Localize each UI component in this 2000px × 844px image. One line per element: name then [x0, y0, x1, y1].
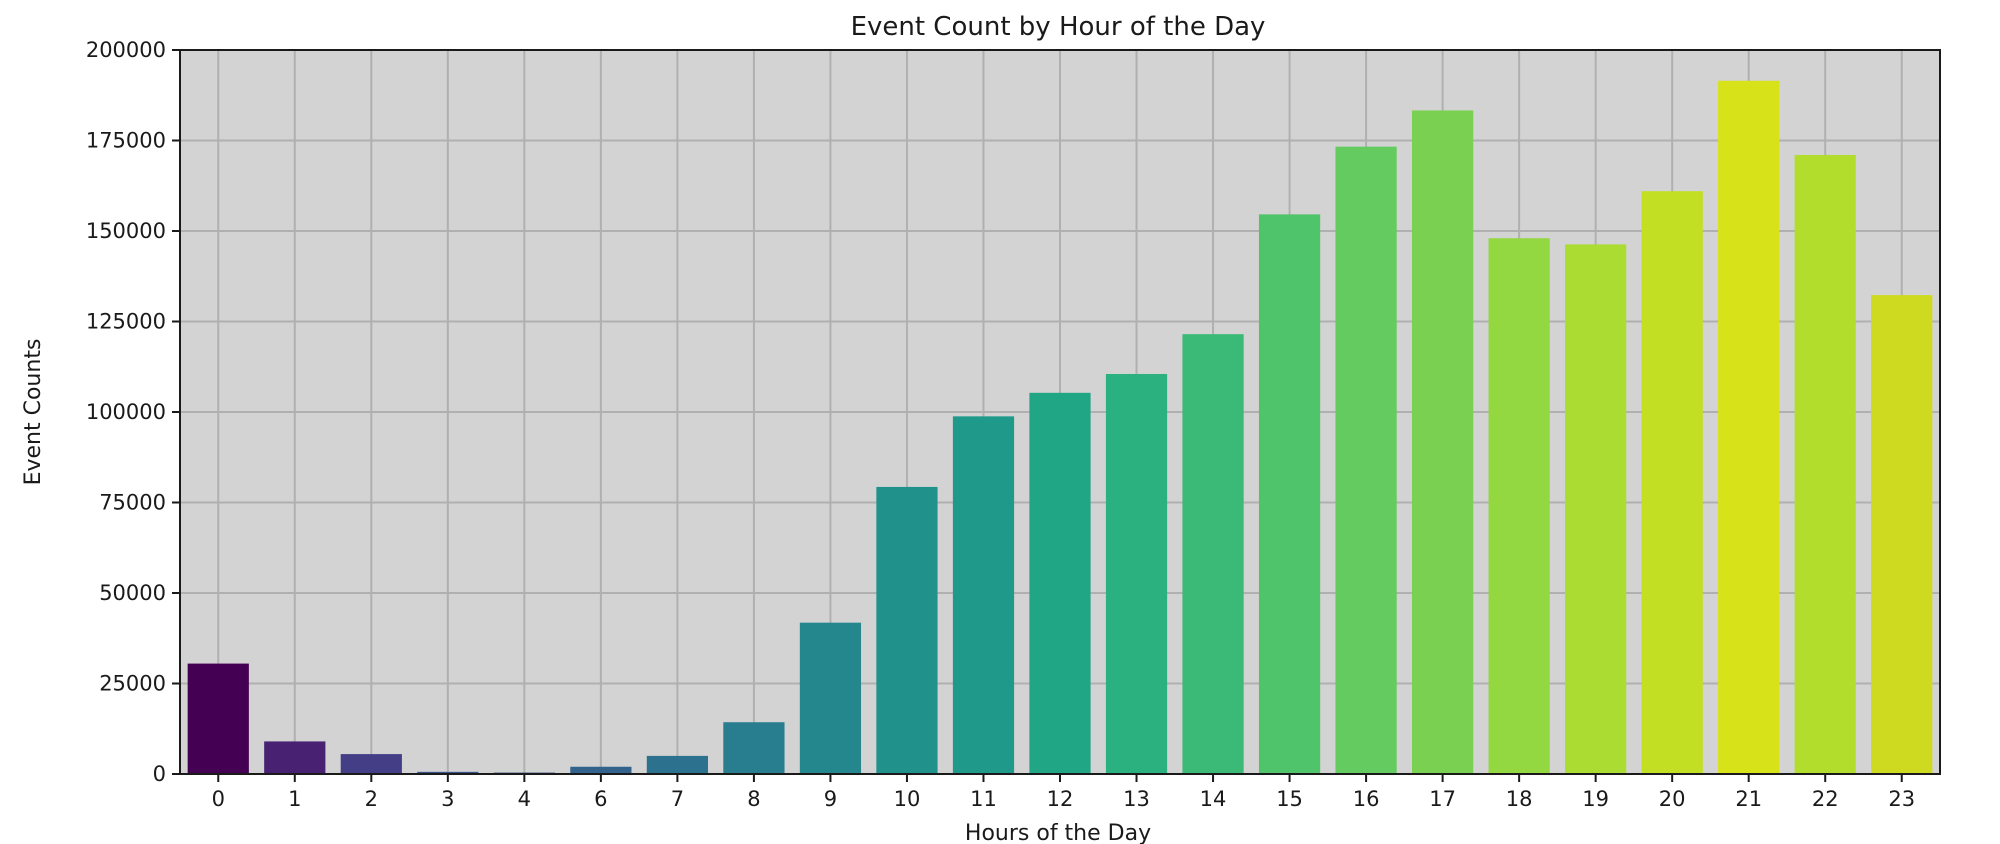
x-tick-label: 10	[894, 787, 921, 811]
bar-hour-11	[952, 416, 1015, 774]
y-tick-label: 150000	[86, 219, 166, 243]
y-tick-label: 125000	[86, 310, 166, 334]
bar-hour-20	[1641, 191, 1703, 774]
bar-hour-23	[1871, 295, 1933, 774]
bar-hour-22	[1794, 154, 1856, 775]
bar-hour-13	[1105, 373, 1168, 774]
x-tick-label: 18	[1506, 787, 1533, 811]
x-tick-label: 16	[1353, 787, 1380, 811]
x-tick-label: 20	[1659, 787, 1686, 811]
bar-hour-9	[799, 622, 862, 774]
x-tick-label: 1	[288, 787, 301, 811]
bar-hour-17	[1412, 110, 1474, 775]
bar-hour-19	[1565, 244, 1627, 775]
x-tick-label: 4	[518, 787, 531, 811]
bar-hour-16	[1335, 146, 1397, 775]
x-tick-label: 22	[1812, 787, 1839, 811]
chart-title: Event Count by Hour of the Day	[851, 12, 1266, 42]
bar-hour-7	[646, 755, 708, 774]
x-tick-label: 3	[441, 787, 454, 811]
x-tick-label: 12	[1047, 787, 1074, 811]
y-tick-label: 175000	[86, 129, 166, 153]
bar-hour-14	[1182, 334, 1244, 774]
bar-hour-0	[187, 663, 249, 774]
x-tick-label: 0	[212, 787, 225, 811]
bar-hour-1	[264, 741, 326, 774]
x-tick-label: 19	[1582, 787, 1609, 811]
x-tick-label: 11	[970, 787, 997, 811]
x-tick-label: 6	[594, 787, 607, 811]
bar-hour-10	[876, 486, 938, 774]
bar-hour-21	[1718, 80, 1780, 774]
x-tick-label: 13	[1123, 787, 1150, 811]
y-axis-label: Event Counts	[21, 339, 46, 486]
x-tick-label: 14	[1200, 787, 1227, 811]
x-tick-label: 7	[671, 787, 684, 811]
x-axis: 0 1 2 3 4 6 7 8 9 10 11 12 13 14 15 16 17 18 19 20 21 22 23	[212, 774, 1915, 811]
x-tick-label: 8	[747, 787, 760, 811]
x-tick-label: 15	[1276, 787, 1303, 811]
y-tick-label: 100000	[86, 400, 166, 424]
bar-hour-3	[417, 771, 479, 774]
x-tick-label: 9	[824, 787, 837, 811]
y-tick-label: 200000	[86, 38, 166, 62]
bar-hour-18	[1488, 238, 1550, 775]
y-tick-label: 75000	[99, 491, 166, 515]
x-tick-label: 21	[1735, 787, 1762, 811]
bar-hour-8	[723, 722, 785, 774]
y-tick-label: 50000	[99, 581, 166, 605]
x-axis-label: Hours of the Day	[965, 821, 1151, 844]
bars	[187, 80, 1933, 775]
bar-hour-6	[570, 766, 632, 774]
x-tick-label: 17	[1429, 787, 1456, 811]
bar-hour-15	[1258, 214, 1321, 774]
y-axis: 0 25000 50000 75000 100000 125000 150000 175000…	[86, 38, 180, 786]
x-tick-label: 2	[365, 787, 378, 811]
y-tick-label: 0	[153, 762, 166, 786]
x-tick-label: 23	[1888, 787, 1915, 811]
bar-hour-12	[1029, 392, 1091, 774]
bar-hour-2	[340, 754, 402, 774]
y-tick-label: 25000	[99, 672, 166, 696]
